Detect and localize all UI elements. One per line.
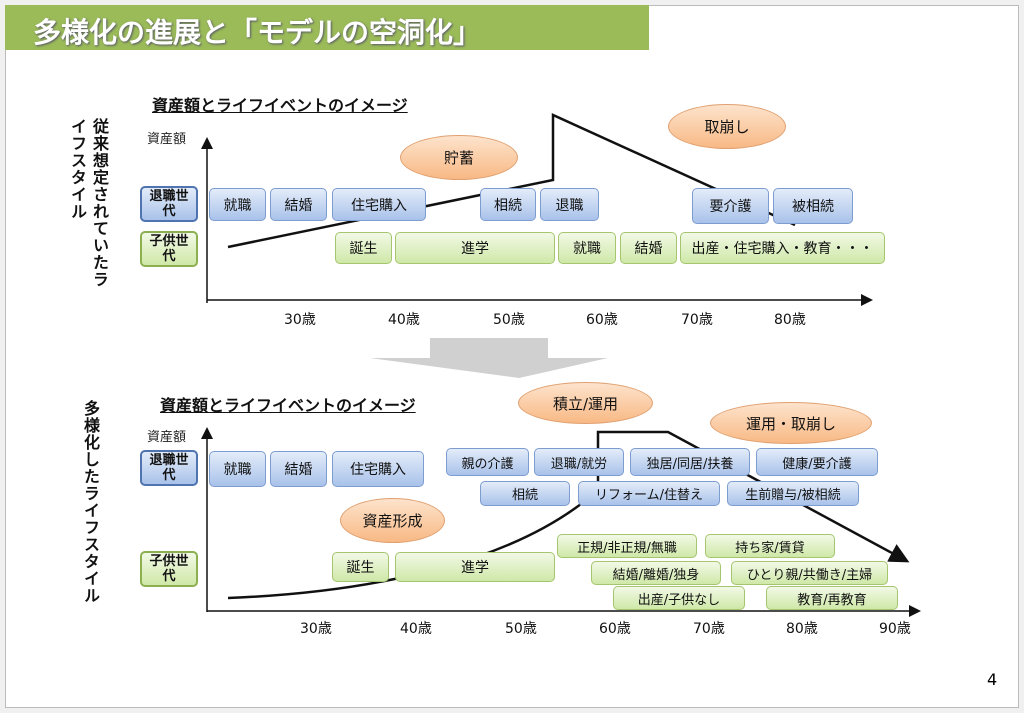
top-child-label: 子供世代 [140, 231, 198, 267]
event-box: 退職 [540, 188, 599, 221]
event-box: 被相続 [773, 188, 853, 224]
event-box: 結婚 [620, 232, 677, 264]
event-box: 就職 [209, 451, 266, 487]
event-box: 退職/就労 [534, 448, 624, 476]
event-box: リフォーム/住替え [578, 481, 720, 506]
event-box: 結婚/離婚/独身 [591, 561, 721, 585]
top-y-label: 資産額 [147, 132, 187, 147]
event-box: 要介護 [692, 188, 769, 224]
event-box: 就職 [209, 188, 266, 221]
event-box: 住宅購入 [332, 451, 424, 487]
event-box: 進学 [395, 552, 555, 582]
age-tick: 80歳 [774, 312, 806, 328]
event-box: 独居/同居/扶養 [630, 448, 750, 476]
age-tick: 70歳 [693, 621, 725, 637]
event-box: 誕生 [332, 552, 389, 582]
bottom-header: 資産額とライフイベントのイメージ [160, 396, 416, 415]
event-box: ひとり親/共働き/主婦 [731, 561, 888, 585]
bottom-child-label: 子供世代 [140, 551, 198, 587]
event-box: 結婚 [270, 188, 327, 221]
oval-withdrawal: 取崩し [668, 104, 786, 149]
event-box: 健康/要介護 [756, 448, 878, 476]
event-box: 相続 [480, 188, 536, 221]
event-box: 誕生 [335, 232, 392, 264]
event-box: 結婚 [270, 451, 327, 487]
oval-accumulate: 積立/運用 [518, 382, 653, 424]
age-tick: 30歳 [284, 312, 316, 328]
event-box: 生前贈与/被相続 [727, 481, 859, 506]
age-tick: 50歳 [505, 621, 537, 637]
top-side-label: 従来想定されていたライフスタイル [68, 118, 109, 288]
bottom-retired-label: 退職世代 [140, 450, 198, 486]
event-box: 親の介護 [446, 448, 529, 476]
event-box: 進学 [395, 232, 555, 264]
age-tick: 40歳 [400, 621, 432, 637]
oval-savings: 貯蓄 [400, 135, 518, 180]
event-box: 教育/再教育 [766, 586, 898, 610]
slide-title: 多様化の進展と「モデルの空洞化」 [5, 5, 649, 50]
event-box: 出産・住宅購入・教育・・・ [680, 232, 885, 264]
age-tick: 90歳 [879, 621, 911, 637]
event-box: 相続 [480, 481, 570, 506]
event-box: 持ち家/賃貸 [705, 534, 835, 558]
top-header: 資産額とライフイベントのイメージ [152, 96, 408, 115]
age-tick: 80歳 [786, 621, 818, 637]
age-tick: 60歳 [586, 312, 618, 328]
event-box: 住宅購入 [332, 188, 426, 221]
age-tick: 40歳 [388, 312, 420, 328]
age-tick: 70歳 [681, 312, 713, 328]
transition-arrow [370, 338, 608, 378]
event-box: 出産/子供なし [613, 586, 745, 610]
top-retired-label: 退職世代 [140, 186, 198, 222]
event-box: 正規/非正規/無職 [557, 534, 697, 558]
age-tick: 50歳 [493, 312, 525, 328]
bottom-y-label: 資産額 [147, 430, 187, 445]
age-tick: 60歳 [599, 621, 631, 637]
event-box: 就職 [558, 232, 616, 264]
bottom-side-label: 多様化したライフスタイル [81, 400, 100, 604]
age-tick: 30歳 [300, 621, 332, 637]
oval-asset-building: 資産形成 [340, 498, 445, 543]
page-number: 4 [987, 670, 998, 689]
oval-invest-withdraw: 運用・取崩し [710, 402, 872, 444]
